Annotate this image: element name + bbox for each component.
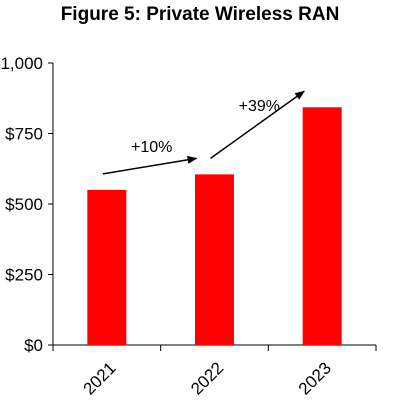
y-tick-label: $0 xyxy=(24,336,43,355)
x-tick-label: 2023 xyxy=(295,358,335,398)
y-tick-label: $250 xyxy=(5,266,43,285)
bar-2022 xyxy=(195,174,234,345)
growth-arrow xyxy=(210,90,305,159)
growth-label: +39% xyxy=(239,98,280,115)
bar-2021 xyxy=(87,189,127,345)
x-tick-label: 2021 xyxy=(79,358,119,398)
bar-2023 xyxy=(302,107,342,345)
x-tick-label: 2022 xyxy=(187,358,227,398)
chart-title: Figure 5: Private Wireless RAN xyxy=(60,4,340,25)
y-tick-label: $500 xyxy=(5,195,43,214)
growth-label: +10% xyxy=(131,139,172,156)
growth-arrow xyxy=(102,155,198,175)
y-tick-label: $750 xyxy=(5,125,43,144)
y-tick-label: $1,000 xyxy=(0,54,43,73)
